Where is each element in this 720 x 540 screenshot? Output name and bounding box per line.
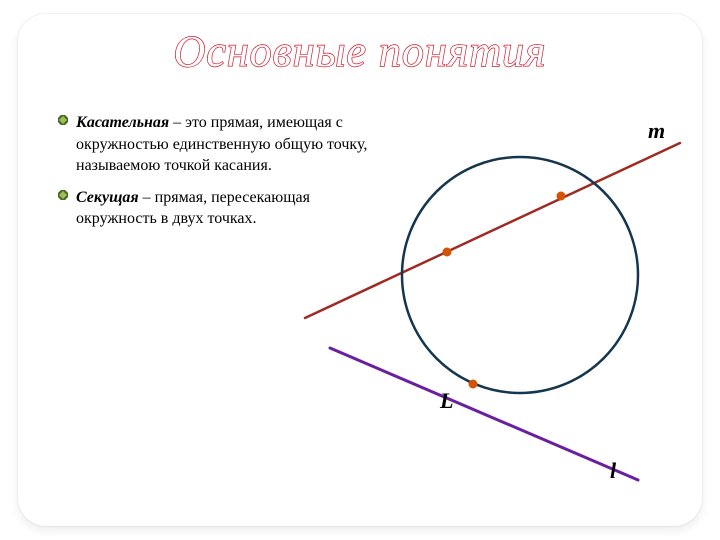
title-svg: Основные понятия xyxy=(0,18,720,88)
label-L: L xyxy=(440,388,453,414)
bullet-item: Секущая – прямая, пересекающая окружност… xyxy=(58,187,388,230)
label-l: l xyxy=(610,458,616,484)
bullets-list: Касательная – это прямая, имеющая с окру… xyxy=(58,112,388,240)
slide: Основные понятия Касательная – это пряма… xyxy=(0,0,720,540)
bullet-marker-icon xyxy=(58,115,68,125)
term: Секущая xyxy=(76,189,139,206)
bullet-marker-icon xyxy=(58,190,68,200)
term: Касательная xyxy=(76,114,169,131)
bullet-text: Секущая – прямая, пересекающая окружност… xyxy=(76,187,388,230)
bullet-item: Касательная – это прямая, имеющая с окру… xyxy=(58,112,388,177)
bullet-text: Касательная – это прямая, имеющая с окру… xyxy=(76,112,388,177)
card-frame xyxy=(18,14,702,526)
slide-title: Основные понятия xyxy=(174,27,547,76)
label-m: m xyxy=(648,118,665,144)
